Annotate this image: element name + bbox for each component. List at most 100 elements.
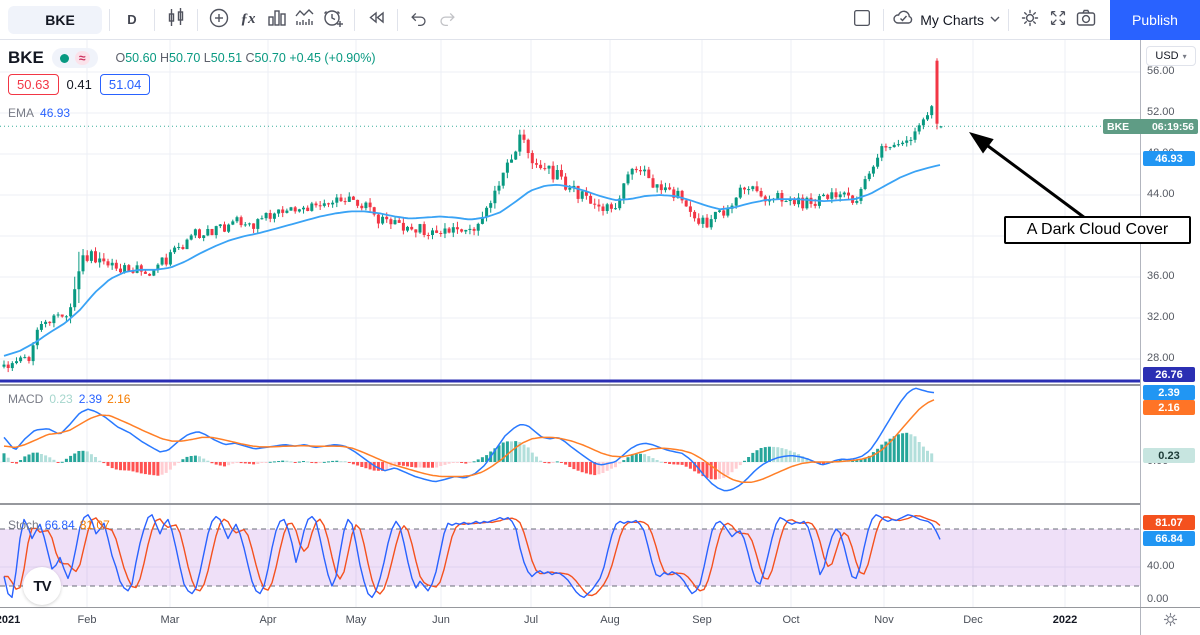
stoch-tick: 40.00 (1147, 560, 1175, 572)
axis-macd-label: 0.23 (1143, 448, 1195, 463)
camera-icon (1074, 6, 1098, 33)
time-axis-label: Nov (874, 614, 894, 626)
time-axis-label: Mar (160, 614, 180, 626)
bid-ask-row: 50.63 0.41 51.04 (8, 74, 151, 95)
price-axis[interactable]: USD ▾ 56.0052.0048.0044.0040.0036.0032.0… (1140, 40, 1200, 607)
layout-square-icon (851, 7, 873, 32)
axis-price-label: 46.93 (1143, 151, 1195, 166)
indicators-button[interactable]: ƒx (233, 6, 263, 34)
price-tick: 44.00 (1147, 188, 1175, 200)
symbol-label: BKE (45, 11, 75, 28)
bar-chart-icon (265, 6, 289, 33)
data-status-dot-icon (59, 53, 69, 63)
alarm-clock-plus-icon (321, 6, 345, 33)
toolbar-divider (354, 8, 355, 31)
chart-style-button[interactable] (162, 6, 190, 34)
macd-signal-value: 2.16 (107, 392, 131, 406)
approx-data-icon: ≈ (74, 51, 90, 65)
toolbar-divider (1008, 8, 1009, 31)
time-axis-label: Oct (782, 614, 800, 626)
gear-icon (1018, 6, 1042, 33)
axis-stoch-label: 81.07 (1143, 515, 1195, 530)
time-axis-label: 2021 (0, 614, 21, 626)
time-axis-label: Apr (259, 614, 277, 626)
badge-symbol: BKE (1107, 120, 1130, 133)
indicator-templates-button[interactable] (263, 6, 291, 34)
toolbar-divider (197, 8, 198, 31)
stoch-k-value: 66.84 (44, 518, 75, 532)
axis-stoch-label: 66.84 (1143, 531, 1195, 546)
time-axis-label: May (345, 614, 367, 626)
candlestick-icon (164, 6, 188, 33)
time-axis-label: 2022 (1052, 614, 1078, 626)
change-value: +0.45 (+0.90%) (289, 51, 376, 65)
chevron-down-icon: ▾ (1182, 51, 1187, 61)
redo-arrow-icon (436, 7, 458, 32)
time-axis-label: Sep (692, 614, 712, 626)
publish-button[interactable]: Publish (1110, 0, 1200, 40)
pane-separator[interactable] (0, 503, 1140, 505)
current-price-badge: BKE 06:19:56 (1103, 119, 1198, 134)
macd-hist-value: 0.23 (49, 392, 73, 406)
fullscreen-button[interactable] (1044, 6, 1072, 34)
trend-chart-icon (293, 6, 317, 33)
top-toolbar: BKE D ƒx (0, 0, 1200, 40)
annotation-text-box[interactable]: A Dark Cloud Cover (1004, 216, 1191, 244)
chart-area[interactable]: BKE ≈ O50.60 H50.70 L50.51 C50.70 +0.45 … (0, 40, 1200, 635)
spread-value: 0.41 (66, 77, 92, 92)
undo-arrow-icon (408, 7, 430, 32)
ohlc-values: O50.60 H50.70 L50.51 C50.70 +0.45 (+0.90… (115, 51, 376, 65)
settings-button[interactable] (1016, 6, 1044, 34)
macd-main-value: 2.39 (78, 392, 103, 406)
time-axis[interactable]: 2021 Feb Mar Apr May Jun Jul Aug Sep Oct Nov Dec 202… (0, 607, 1200, 635)
symbol-search-button[interactable]: BKE (8, 5, 102, 34)
buy-price-pill[interactable]: 51.04 (99, 74, 151, 95)
fx-icon: ƒx (240, 11, 256, 27)
my-charts-button[interactable]: My Charts (891, 6, 1001, 34)
snapshot-button[interactable] (1072, 6, 1100, 34)
legend-symbol-name[interactable]: BKE (8, 48, 44, 67)
price-tick: 56.00 (1147, 65, 1175, 77)
fundamental-metrics-button[interactable] (291, 6, 319, 34)
bar-replay-button[interactable] (362, 6, 390, 34)
toolbar-divider (883, 8, 885, 31)
alert-button[interactable] (319, 6, 347, 34)
interval-button[interactable]: D (127, 12, 137, 27)
toolbar-divider (154, 8, 155, 31)
axis-macd-label: 2.16 (1143, 400, 1195, 415)
stoch-legend: Stoch 66.84 81.07 (8, 518, 110, 532)
fullscreen-icon (1047, 7, 1069, 32)
time-axis-label: Dec (963, 614, 983, 626)
undo-button[interactable] (405, 6, 433, 34)
cloud-check-icon (891, 7, 915, 32)
currency-selector[interactable]: USD ▾ (1146, 46, 1196, 66)
compare-button[interactable] (205, 6, 233, 34)
badge-countdown: 06:19:56 (1151, 120, 1194, 133)
time-axis-corner[interactable] (1140, 608, 1200, 635)
time-axis-settings-icon[interactable] (1162, 611, 1179, 633)
sell-price-pill[interactable]: 50.63 (8, 74, 59, 95)
tradingview-logo[interactable]: TV (23, 567, 61, 605)
redo-button[interactable] (433, 6, 461, 34)
rewind-icon (364, 6, 388, 33)
ema-value: 46.93 (40, 106, 71, 120)
time-axis-label: Jun (432, 614, 450, 626)
time-axis-label: Feb (77, 614, 97, 626)
pane-separator[interactable] (0, 384, 1140, 386)
stoch-tick: 0.00 (1147, 593, 1169, 605)
toolbar-divider (397, 8, 398, 31)
axis-macd-label: 2.39 (1143, 385, 1195, 400)
layout-button[interactable] (848, 6, 876, 34)
plus-circle-icon (207, 6, 231, 33)
toolbar-divider (109, 8, 110, 31)
time-axis-label: Aug (600, 614, 620, 626)
chevron-down-icon (989, 12, 1001, 28)
stoch-d-value: 81.07 (79, 518, 110, 532)
time-axis-label: Jul (523, 614, 539, 626)
axis-price-label: 26.76 (1143, 367, 1195, 382)
symbol-legend: BKE ≈ O50.60 H50.70 L50.51 C50.70 +0.45 … (8, 48, 375, 68)
price-tick: 52.00 (1147, 106, 1175, 118)
legend-source-chips[interactable]: ≈ (51, 48, 98, 68)
